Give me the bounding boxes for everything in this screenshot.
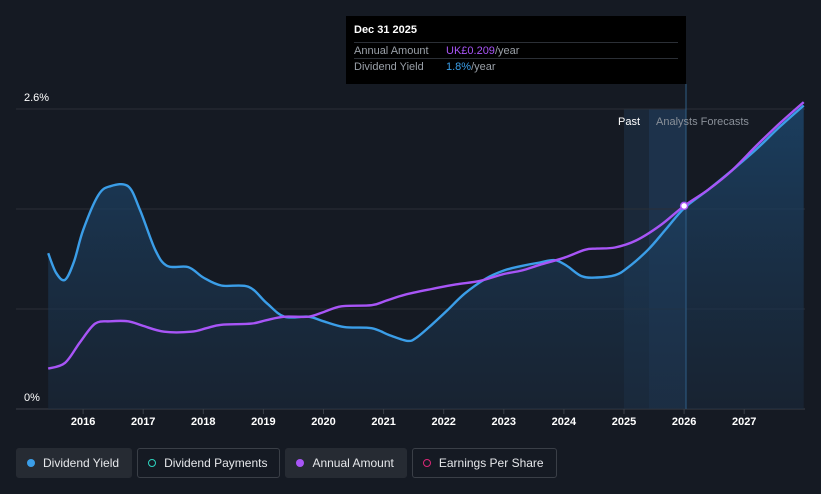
x-tick-label: 2020 <box>311 416 335 428</box>
annual-amount-dot-icon <box>296 459 305 467</box>
tooltip-row-dividend-yield: Dividend Yield 1.8% /year <box>354 58 678 74</box>
tooltip-label: Annual Amount <box>354 45 429 57</box>
dividend-chart: Past Analysts Forecasts 2016 2017 2018 2019… <box>16 84 805 428</box>
tooltip-value: UK£0.209 <box>446 45 495 57</box>
legend-label: Dividend Payments <box>164 456 268 470</box>
x-tick-label: 2027 <box>732 416 756 428</box>
y-tick-label: 0% <box>24 392 40 404</box>
tooltip-label: Dividend Yield <box>354 61 424 73</box>
x-tick-label: 2026 <box>672 416 696 428</box>
dividend-payments-circle-icon <box>148 459 157 467</box>
tooltip-marker-dot <box>679 201 689 211</box>
dividend-yield-dot-icon <box>27 459 35 467</box>
x-tick-label: 2025 <box>612 416 636 428</box>
tooltip-unit: /year <box>471 61 496 73</box>
legend-label: Annual Amount <box>312 456 394 470</box>
x-tick-label: 2023 <box>492 416 516 428</box>
legend-annual-amount[interactable]: Annual Amount <box>285 448 407 478</box>
x-tick-label: 2024 <box>552 416 577 428</box>
annual-amount-line <box>47 101 805 370</box>
legend-dividend-payments[interactable]: Dividend Payments <box>137 448 281 478</box>
y-tick-label: 2.6% <box>24 92 49 104</box>
legend-label: Dividend Yield <box>43 456 120 470</box>
earnings-per-share-circle-icon <box>422 459 431 467</box>
legend-dividend-yield[interactable]: Dividend Yield <box>16 448 133 478</box>
forecast-label: Analysts Forecasts <box>656 116 749 128</box>
x-tick-label: 2018 <box>191 416 215 428</box>
x-tick-label: 2017 <box>131 416 155 428</box>
x-tick-label: 2019 <box>251 416 275 428</box>
chart-legend: Dividend Yield Dividend Payments Annual … <box>16 448 557 480</box>
tooltip-row-annual-amount: Annual Amount UK£0.209 /year <box>354 42 678 58</box>
tooltip-value: 1.8% <box>446 61 472 73</box>
past-label: Past <box>618 116 640 128</box>
tooltip-unit: /year <box>494 45 520 57</box>
x-tick-label: 2022 <box>431 416 455 428</box>
dividend-yield-line <box>47 104 805 343</box>
dividend-yield-area <box>48 105 804 409</box>
x-tick-label: 2016 <box>71 416 95 428</box>
legend-label: Earnings Per Share <box>438 456 544 470</box>
x-tick-label: 2021 <box>371 416 395 428</box>
chart-tooltip: Dec 31 2025 Annual Amount UK£0.209 /year… <box>346 16 686 84</box>
tooltip-date: Dec 31 2025 <box>354 24 417 36</box>
legend-earnings-per-share[interactable]: Earnings Per Share <box>411 448 557 478</box>
